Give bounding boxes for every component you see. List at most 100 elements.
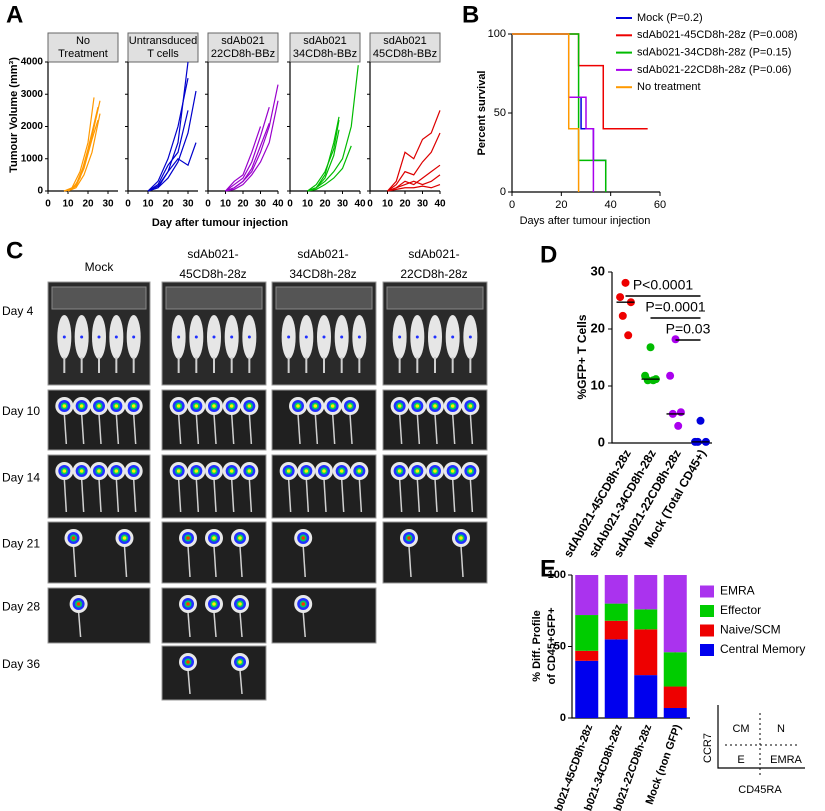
bioluminescence-image [271,587,377,644]
mouse-tail [302,611,306,638]
signal [212,602,216,606]
tumour-line [307,119,340,192]
mouse-tail [63,478,68,513]
tumour-line [147,110,189,192]
data-point [624,331,633,340]
mouse-tail [349,413,353,445]
y-tick-label: 30 [591,263,605,278]
mouse-tail [77,611,82,638]
quadrant-label: EMRA [770,754,802,766]
x-tick-label: 30 [255,199,267,210]
inset-x-label: CD45RA [738,784,782,796]
mouse-tail [460,545,464,578]
column-header: 34CD8h-28z [289,267,356,281]
bar-segment [604,639,628,718]
subplot-title: sdAb021 [221,35,264,47]
signal [247,469,252,473]
signal [62,404,67,408]
mouse-tail [213,545,217,578]
mouse-tail [340,478,345,513]
y-axis-label: % Diff. Profile [531,610,543,682]
mouse-tail [123,545,128,578]
signal [186,602,190,606]
mouse-tail [195,478,200,513]
subplot-header [289,32,361,63]
bar-segment [604,575,628,604]
mouse-tail [132,413,137,445]
signal [238,602,242,606]
bar-segment [634,629,658,676]
subplot-header [207,32,279,63]
signal [301,602,306,606]
legend-swatch [700,605,714,617]
mouse-tail [451,478,456,513]
mouse-tail [297,413,301,445]
bioluminescence-image [271,389,377,451]
mouse-tail [416,413,421,445]
y-tick-label: 0 [598,434,605,449]
signal [415,404,420,408]
signal [247,335,251,339]
signal [62,469,67,473]
bioluminescence-image [382,521,488,584]
tumour-line [63,97,95,192]
signal [450,469,455,473]
x-tick-label: 40 [354,199,366,210]
mouse-tail [72,545,77,578]
y-axis-label: Percent survival [476,71,488,156]
signal [450,404,455,408]
x-tick-label: 10 [62,199,74,210]
x-tick-label: 20 [555,199,567,211]
y-tick-label: 20 [591,320,605,335]
tumour-line [147,142,197,192]
data-point [621,278,630,287]
signal [340,335,344,339]
x-tick-label: 40 [605,199,617,211]
signal [322,335,326,339]
column-header: Mock [85,260,115,274]
signal [194,404,199,408]
bar-segment [575,650,599,661]
signal [79,469,84,473]
y-tick-label: 100 [548,569,566,581]
mouse-tail [248,478,253,513]
survival-curve [512,33,607,192]
tumour-line [147,90,197,192]
signal [97,335,101,339]
mouse-tail [132,478,137,513]
mouse-tail [398,413,403,445]
mouse-tail [305,478,310,513]
signal [313,404,318,408]
y-tick-label: 50 [554,640,566,652]
x-axis-label: Day after tumour injection [152,217,289,229]
x-tick-label: 60 [654,199,666,211]
x-tick-label: 20 [162,199,174,210]
data-point [674,421,683,430]
inset-y-label: CCR7 [702,733,714,763]
x-tick-label: 20 [237,199,249,210]
y-tick-label: 1000 [21,153,44,164]
signal [296,404,300,408]
column-header: sdAb021- [408,247,459,261]
row-label: Day 28 [2,600,40,614]
signal [304,469,309,473]
data-point [649,376,658,385]
signal [229,404,234,408]
legend-label: sdAb021-34CD8h-28z (P=0.15) [637,47,791,59]
imaging-chamber [275,286,373,310]
signal [131,469,136,473]
signal [76,602,81,606]
imaging-chamber [386,286,484,310]
panel-label: D [540,241,557,268]
signal [287,335,291,339]
mouse-tail [469,413,474,445]
x-tick-label: 0 [287,199,293,210]
signal [286,469,291,473]
x-tick-label: 20 [319,199,331,210]
signal [194,469,199,473]
legend-label: No treatment [637,81,701,93]
subplot-title: Untransduced [129,35,198,47]
subplot-title: 34CD8h-BBz [293,48,357,60]
bar-segment [575,660,599,718]
